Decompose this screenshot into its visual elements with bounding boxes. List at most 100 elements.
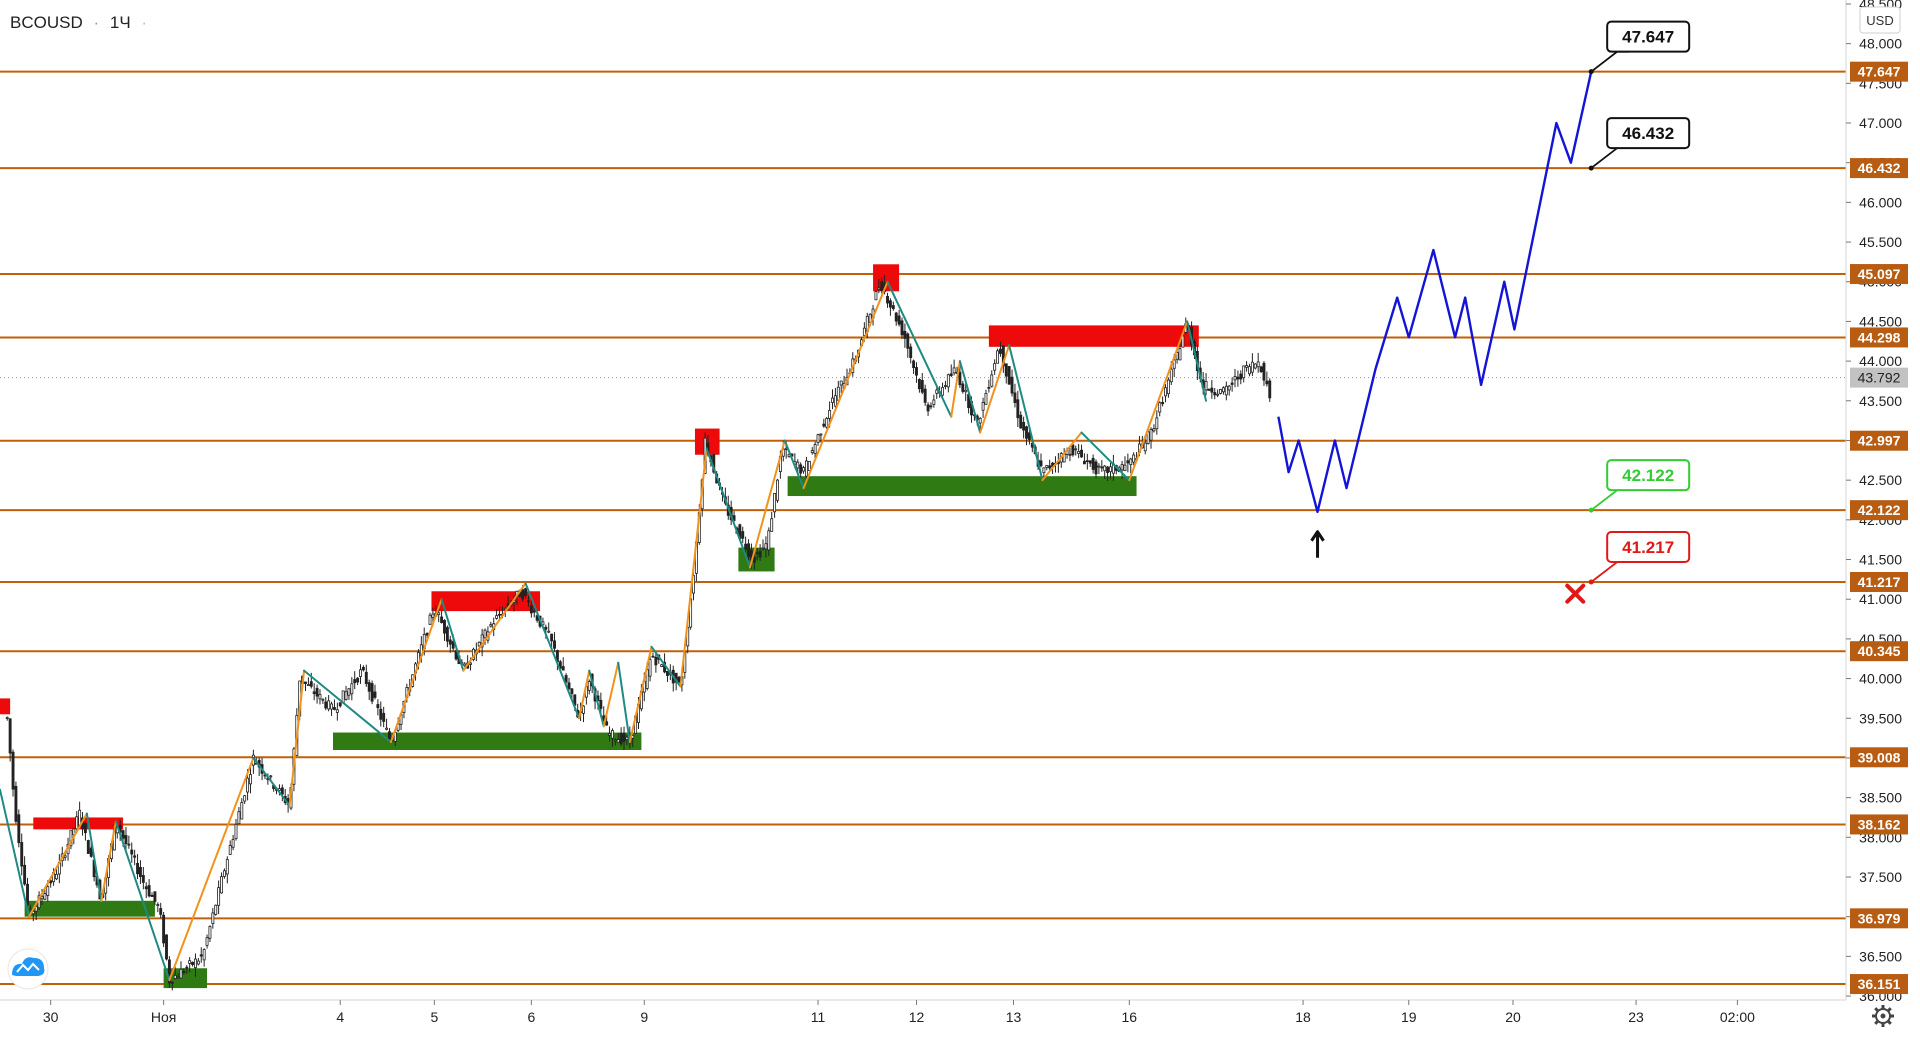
candle-body-209	[610, 730, 614, 739]
candle-body-296	[862, 327, 866, 336]
candle-body-315	[917, 379, 921, 390]
candle-body-165	[483, 629, 487, 639]
candle-body-389	[1132, 454, 1136, 463]
candle-body-309	[900, 320, 904, 336]
level-label-4: 42.997	[1858, 433, 1901, 449]
zigzag-segment-1	[0, 788, 30, 918]
candle-body-178	[521, 589, 525, 600]
candle-body-264	[770, 518, 774, 532]
zigzag-segment-13	[524, 582, 581, 720]
current-price-label-bg	[1850, 367, 1908, 388]
zigzag-segment-28	[979, 344, 1011, 434]
zigzag-segment-20	[679, 447, 708, 688]
level-label-bg-7	[1850, 641, 1908, 662]
zigzag-segment-23	[783, 439, 805, 490]
candle-body-436	[1268, 380, 1272, 399]
cross-icon	[1565, 583, 1586, 604]
level-label-bg-1	[1850, 158, 1908, 179]
candle-body-341	[993, 363, 997, 371]
candle-body-351	[1022, 421, 1026, 431]
candle-body-419	[1219, 389, 1222, 394]
candle-body-430	[1250, 361, 1254, 373]
candle-body-336	[978, 417, 982, 424]
candle-body-223	[651, 655, 655, 658]
callout-box-3	[1606, 530, 1691, 563]
candle-body-48	[144, 886, 148, 890]
candle-body-187	[547, 630, 551, 633]
level-label-10: 36.979	[1858, 910, 1901, 926]
candle-body-380	[1106, 466, 1110, 473]
candle-body-131	[385, 727, 389, 730]
x-tick-label-13: 23	[1628, 1009, 1644, 1025]
candle-body-385	[1120, 464, 1124, 471]
candle-body-301	[877, 287, 881, 290]
candle-body-265	[773, 493, 777, 513]
callout-label-3: 41.217	[1622, 538, 1674, 557]
candle-body-357	[1039, 460, 1043, 467]
candle-body-95	[280, 787, 284, 795]
candle-body-45	[136, 862, 139, 875]
candle-body-91	[269, 775, 273, 778]
candle-body-160	[469, 662, 472, 665]
candle-body-186	[544, 626, 548, 630]
candle-body-282	[822, 423, 826, 427]
candle-body-194	[567, 682, 571, 690]
level-label-bg-0	[1850, 61, 1908, 82]
candle-body-232	[677, 676, 681, 683]
candle-body-285	[831, 397, 834, 403]
candle-body-373	[1085, 460, 1089, 463]
candle-body-344	[1001, 345, 1005, 367]
candle-body-126	[370, 683, 374, 702]
candle-body-308	[897, 315, 901, 325]
candle-body-208	[608, 733, 611, 736]
candle-body-375	[1091, 457, 1095, 470]
candle-body-281	[819, 433, 823, 436]
gear-icon[interactable]	[1872, 1005, 1894, 1027]
candle-body-71	[211, 912, 215, 925]
candle-body-147	[431, 613, 435, 618]
candle-body-61	[182, 971, 186, 973]
candle-body-426	[1239, 373, 1243, 380]
candle-body-56	[167, 959, 171, 984]
candle-body-256	[747, 543, 750, 558]
candle-body-164	[480, 634, 484, 648]
y-tick-label-7: 39.500	[1859, 710, 1902, 726]
candle-body-337	[981, 401, 985, 411]
candle-body-119	[350, 683, 354, 695]
level-label-bg-10	[1850, 908, 1908, 929]
candle-body-188	[550, 633, 554, 642]
zigzag-segment-2	[27, 812, 88, 918]
candle-body-433	[1259, 366, 1263, 372]
candle-body-74	[220, 876, 223, 894]
currency-badge[interactable]: USD	[1859, 6, 1901, 34]
candle-body-349	[1016, 399, 1020, 419]
candle-body-78	[231, 839, 235, 848]
candle-body-331	[964, 389, 968, 393]
candle-body-205	[599, 699, 603, 709]
candle-body-42	[127, 843, 131, 846]
x-tick-label-11: 19	[1401, 1009, 1417, 1025]
candle-body-170	[498, 613, 501, 616]
time-axis-ticks[interactable]: 30 Ноя 4 5 6 9 11 12 13 16 18 19 20 23 02:00	[43, 1000, 1755, 1025]
candle-body-17	[55, 873, 58, 880]
candle-body-306	[891, 305, 895, 310]
candle-body-324	[943, 385, 947, 387]
tradingview-cloud-icon[interactable]	[7, 948, 49, 990]
arrow-up-icon	[1310, 530, 1325, 558]
candle-body-3	[14, 785, 18, 822]
candle-body-394	[1146, 431, 1150, 445]
level-label-9: 38.162	[1858, 816, 1901, 832]
candle-body-52	[156, 904, 160, 906]
candle-body-55	[165, 934, 168, 960]
zigzag-segment-19	[650, 645, 682, 688]
candle-body-58	[173, 975, 177, 979]
candle-body-343	[999, 348, 1002, 354]
candle-body-70	[208, 926, 212, 939]
candle-body-20	[63, 855, 67, 858]
candle-body-1	[8, 718, 12, 754]
candle-body-0	[5, 717, 9, 719]
header-separator: ·	[93, 13, 99, 32]
